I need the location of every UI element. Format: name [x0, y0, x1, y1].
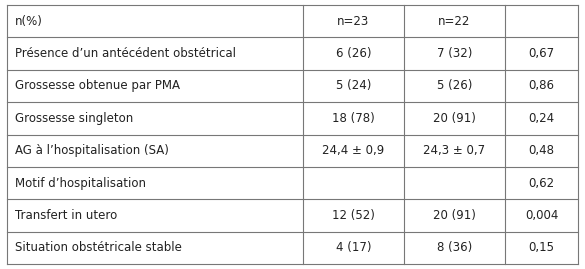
Text: 0,15: 0,15 [528, 241, 555, 254]
Text: Présence d’un antécédent obstétrical: Présence d’un antécédent obstétrical [15, 47, 236, 60]
Text: n=23: n=23 [338, 15, 370, 28]
Text: 12 (52): 12 (52) [332, 209, 375, 222]
Text: Grossesse singleton: Grossesse singleton [15, 112, 133, 125]
Text: 0,67: 0,67 [528, 47, 555, 60]
Text: 0,62: 0,62 [528, 176, 555, 190]
Text: 7 (32): 7 (32) [437, 47, 472, 60]
Text: 5 (24): 5 (24) [336, 79, 371, 93]
Text: 0,24: 0,24 [528, 112, 555, 125]
Text: 5 (26): 5 (26) [437, 79, 472, 93]
Text: Grossesse obtenue par PMA: Grossesse obtenue par PMA [15, 79, 180, 93]
Text: 0,004: 0,004 [525, 209, 558, 222]
Text: n=22: n=22 [438, 15, 471, 28]
Text: 0,86: 0,86 [528, 79, 555, 93]
Text: 18 (78): 18 (78) [332, 112, 375, 125]
Text: n(%): n(%) [15, 15, 43, 28]
Text: 0,48: 0,48 [528, 144, 555, 157]
Text: Transfert in utero: Transfert in utero [15, 209, 117, 222]
Text: 24,3 ± 0,7: 24,3 ± 0,7 [424, 144, 486, 157]
Text: Motif d’hospitalisation: Motif d’hospitalisation [15, 176, 146, 190]
Text: 6 (26): 6 (26) [336, 47, 371, 60]
Text: 24,4 ± 0,9: 24,4 ± 0,9 [322, 144, 384, 157]
Text: Situation obstétricale stable: Situation obstétricale stable [15, 241, 182, 254]
Text: 20 (91): 20 (91) [433, 209, 476, 222]
Text: AG à l’hospitalisation (SA): AG à l’hospitalisation (SA) [15, 144, 169, 157]
Text: 20 (91): 20 (91) [433, 112, 476, 125]
Text: 8 (36): 8 (36) [437, 241, 472, 254]
Text: 4 (17): 4 (17) [336, 241, 371, 254]
